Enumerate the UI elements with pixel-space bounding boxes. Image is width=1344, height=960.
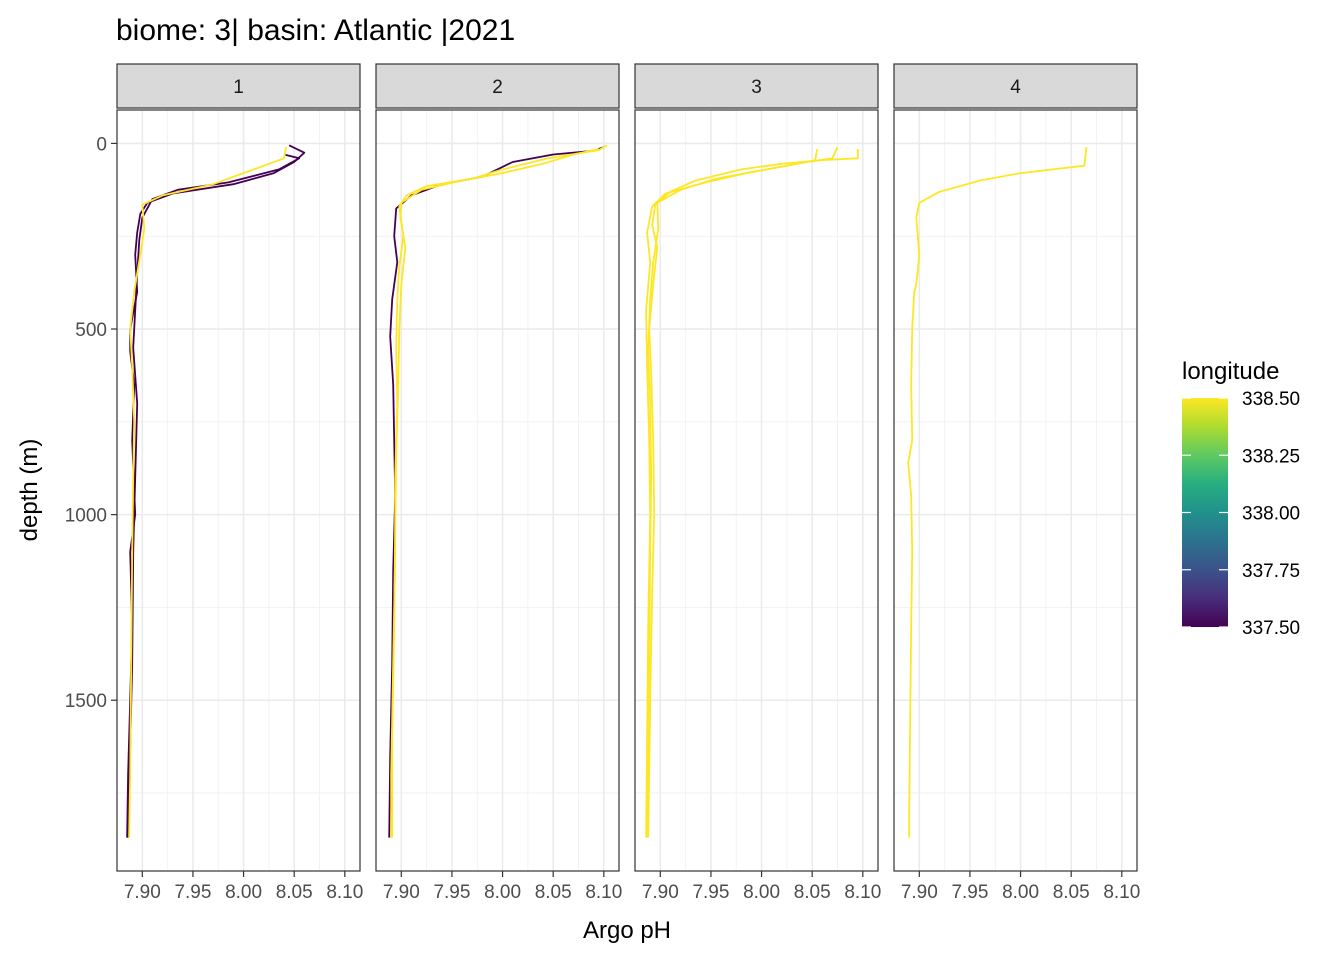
facet-panels: 1 7.90 7.95 8.00 8.05 8.10 2 7.90 7.95 8.00 8.05 8.…	[116, 63, 1140, 903]
facet-strip-label: 3	[751, 77, 762, 98]
x-tick-label: 8.05	[1053, 882, 1090, 903]
x-tick-label: 7.90	[124, 882, 161, 903]
facet-strip-label: 2	[492, 77, 503, 98]
profile-line-4-1	[907, 147, 1088, 838]
x-tick-label: 8.00	[743, 882, 780, 903]
colorbar-label: 337.75	[1242, 561, 1300, 582]
y-axis-title: depth (m)	[16, 439, 43, 542]
facet-panel-2: 2 7.90 7.95 8.00 8.05 8.10	[375, 63, 622, 903]
chart-title: biome: 3| basin: Atlantic |2021	[116, 14, 515, 47]
panel-border	[893, 109, 1138, 872]
x-tick-label: 8.10	[1103, 882, 1140, 903]
panel-border	[116, 109, 361, 872]
facet-panel-3: 3 7.90 7.95 8.00 8.05 8.10	[634, 63, 881, 903]
x-tick-label: 8.05	[535, 882, 572, 903]
facet-strip	[634, 63, 879, 109]
colorbar-legend: longitude 338.50 338.25 338.00 337.75 337.50	[1182, 358, 1300, 639]
facet-strip-label: 1	[233, 77, 244, 98]
y-axis: 0 500 1000 1500	[65, 134, 117, 712]
x-tick-label: 7.95	[692, 882, 729, 903]
facet-panel-1: 1 7.90 7.95 8.00 8.05 8.10	[116, 63, 363, 903]
facet-strip	[893, 63, 1138, 109]
colorbar-label: 338.00	[1242, 504, 1300, 525]
profile-line-3-1	[647, 149, 859, 838]
y-tick-label: 1500	[65, 691, 107, 712]
panel-border	[634, 109, 879, 872]
y-tick-label: 500	[75, 320, 107, 341]
profile-line-2-3	[391, 148, 599, 838]
y-tick-label: 0	[96, 134, 107, 155]
x-tick-label: 7.90	[901, 882, 938, 903]
colorbar-label: 338.50	[1242, 389, 1300, 410]
x-tick-label: 8.10	[326, 882, 363, 903]
profile-line-1-3	[128, 146, 287, 838]
x-tick-label: 8.05	[276, 882, 313, 903]
colorbar-label: 337.50	[1242, 618, 1300, 639]
profile-line-2-1	[388, 146, 605, 838]
facet-strip-label: 4	[1010, 77, 1021, 98]
x-tick-label: 7.95	[174, 882, 211, 903]
panel-background	[894, 110, 1137, 871]
y-tick-label: 1000	[65, 506, 107, 527]
panel-grid	[376, 110, 619, 871]
x-tick-label: 8.00	[1002, 882, 1039, 903]
facet-panel-4: 4 7.90 7.95 8.00 8.05 8.10	[893, 63, 1140, 903]
x-tick-label: 7.90	[642, 882, 679, 903]
x-axis-title: Argo pH	[583, 917, 671, 944]
facet-strip	[116, 63, 361, 109]
colorbar-label: 338.25	[1242, 446, 1300, 467]
legend-title: longitude	[1182, 358, 1279, 385]
panel-grid	[894, 110, 1137, 871]
x-tick-label: 8.05	[794, 882, 831, 903]
x-tick-label: 7.90	[383, 882, 420, 903]
panel-grid	[635, 110, 878, 871]
panel-background	[117, 110, 360, 871]
x-tick-label: 8.10	[844, 882, 881, 903]
x-tick-label: 7.95	[951, 882, 988, 903]
facet-strip	[375, 63, 620, 109]
x-tick-label: 8.10	[585, 882, 622, 903]
x-tick-label: 8.00	[484, 882, 521, 903]
panel-border	[375, 109, 620, 872]
panel-background	[376, 110, 619, 871]
x-tick-label: 8.00	[225, 882, 262, 903]
profile-line-1-2	[127, 153, 301, 838]
profile-line-3-3	[645, 148, 819, 838]
x-tick-label: 7.95	[433, 882, 470, 903]
panel-background	[635, 110, 878, 871]
